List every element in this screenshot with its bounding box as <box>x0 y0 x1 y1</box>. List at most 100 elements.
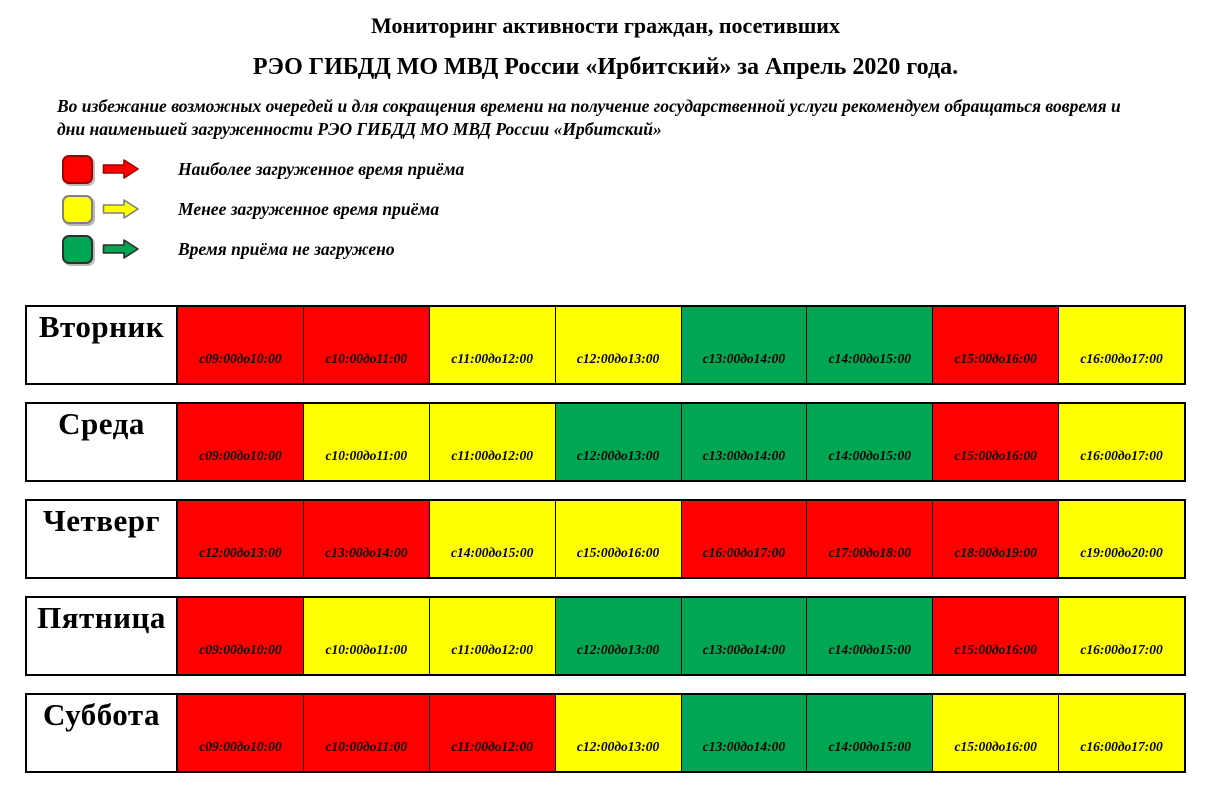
time-slot-label: с16:00до17:00 <box>702 545 786 561</box>
time-slot-label: с11:00до12:00 <box>451 739 534 755</box>
time-slot-label: с17:00до18:00 <box>828 545 912 561</box>
time-slot-label: с12:00до13:00 <box>576 448 660 464</box>
time-slot-cell: с16:00до17:00 <box>1058 695 1184 772</box>
time-slot-cell: с15:00до16:00 <box>932 598 1059 675</box>
time-slot-cell: с12:00до13:00 <box>554 404 681 481</box>
time-slot-cell: с14:00до15:00 <box>806 598 933 675</box>
time-slot-cell: с11:00до12:00 <box>428 598 555 675</box>
time-slot-label: с14:00до15:00 <box>828 642 912 658</box>
day-label: Вторник <box>27 307 178 384</box>
time-slot-label: с11:00до12:00 <box>451 642 534 658</box>
time-slot-label: с15:00до16:00 <box>576 545 660 561</box>
time-slot-label: с16:00до17:00 <box>1080 448 1163 464</box>
schedule-row: Вторник с09:00до10:00 с10:00до11:00 с11:00… <box>25 305 1186 386</box>
time-slot-cell: с16:00до17:00 <box>1058 307 1184 384</box>
time-slot-label: с09:00до10:00 <box>199 642 282 658</box>
time-slot-label: с13:00до14:00 <box>702 642 786 658</box>
time-slot-label: с10:00до11:00 <box>325 351 408 367</box>
time-slot-cell: с16:00до17:00 <box>1058 598 1184 675</box>
arrow-right-icon <box>102 159 139 179</box>
time-slot-label: с15:00до16:00 <box>954 642 1037 658</box>
time-slot-label: с14:00до15:00 <box>828 351 912 367</box>
time-slot-strip: с09:00до10:00 с10:00до11:00 с11:00до12:00 с… <box>178 695 1184 772</box>
time-slot-cell: с11:00до12:00 <box>428 695 555 772</box>
note-text: Во избежание возможных очередей и для со… <box>57 96 1121 140</box>
time-slot-label: с16:00до17:00 <box>1080 642 1163 658</box>
time-slot-cell: с12:00до13:00 <box>554 695 681 772</box>
time-slot-label: с12:00до13:00 <box>199 545 282 561</box>
legend-item-label: Наиболее загруженное время приёма <box>178 158 465 179</box>
time-slot-cell: с15:00до16:00 <box>932 695 1059 772</box>
time-slot-cell: с11:00до12:00 <box>428 307 555 384</box>
legend-swatch-busiest <box>62 154 93 184</box>
time-slot-label: с16:00до17:00 <box>1080 739 1163 755</box>
time-slot-label: с11:00до12:00 <box>451 448 534 464</box>
time-slot-cell: с15:00до16:00 <box>932 307 1059 384</box>
time-slot-cell: с10:00до11:00 <box>302 598 429 675</box>
schedule-row: Четверг с12:00до13:00 с13:00до14:00 с14:00… <box>25 499 1186 580</box>
time-slot-cell: с14:00до15:00 <box>806 307 933 384</box>
time-slot-label: с09:00до10:00 <box>199 448 282 464</box>
legend-item-label: Менее загруженное время приёма <box>178 198 440 219</box>
time-slot-label: с12:00до13:00 <box>576 739 660 755</box>
time-slot-label: с14:00до15:00 <box>828 448 912 464</box>
time-slot-cell: с09:00до10:00 <box>178 307 303 384</box>
time-slot-label: с10:00до11:00 <box>325 448 408 464</box>
day-label: Суббота <box>27 695 178 772</box>
page-header: Мониторинг активности граждан, посетивши… <box>0 0 1211 81</box>
time-slot-strip: с09:00до10:00 с10:00до11:00 с11:00до12:00 с… <box>178 404 1184 481</box>
time-slot-label: с15:00до16:00 <box>954 448 1037 464</box>
time-slot-cell: с12:00до13:00 <box>178 501 303 578</box>
time-slot-cell: с17:00до18:00 <box>806 501 933 578</box>
legend: Наиболее загруженное время приёма Менее … <box>62 154 1211 264</box>
day-label: Пятница <box>27 598 178 675</box>
legend-swatch-free <box>62 234 93 264</box>
time-slot-strip: с09:00до10:00 с10:00до11:00 с11:00до12:00 с… <box>178 598 1184 675</box>
arrow-right-icon <box>102 199 139 219</box>
time-slot-cell: с13:00до14:00 <box>302 501 429 578</box>
time-slot-cell: с13:00до14:00 <box>680 404 807 481</box>
time-slot-label: с14:00до15:00 <box>450 545 534 561</box>
time-slot-cell: с09:00до10:00 <box>178 598 303 675</box>
time-slot-cell: с16:00до17:00 <box>1058 404 1184 481</box>
schedule-row: Пятница с09:00до10:00 с10:00до11:00 с11:00… <box>25 596 1186 677</box>
legend-item-free: Время приёма не загружено <box>62 234 1211 264</box>
time-slot-label: с14:00до15:00 <box>828 739 912 755</box>
schedule-row: Среда с09:00до10:00 с10:00до11:00 с11:00до… <box>25 402 1186 483</box>
schedule-table: Вторник с09:00до10:00 с10:00до11:00 с11:00… <box>25 305 1186 774</box>
time-slot-cell: с09:00до10:00 <box>178 695 303 772</box>
arrow-right-icon <box>102 239 139 259</box>
time-slot-cell: с14:00до15:00 <box>806 404 933 481</box>
page-title-line1: Мониторинг активности граждан, посетивши… <box>371 13 840 38</box>
time-slot-label: с16:00до17:00 <box>1080 351 1163 367</box>
legend-item-label: Время приёма не загружено <box>178 238 395 259</box>
time-slot-label: с12:00до13:00 <box>576 642 660 658</box>
time-slot-label: с15:00до16:00 <box>954 351 1037 367</box>
time-slot-label: с10:00до11:00 <box>325 739 408 755</box>
time-slot-label: с18:00до19:00 <box>954 545 1037 561</box>
time-slot-strip: с12:00до13:00 с13:00до14:00 с14:00до15:00 с… <box>178 501 1184 578</box>
time-slot-cell: с14:00до15:00 <box>806 695 933 772</box>
legend-item-busiest: Наиболее загруженное время приёма <box>62 154 1211 184</box>
time-slot-cell: с10:00до11:00 <box>302 695 429 772</box>
time-slot-cell: с16:00до17:00 <box>680 501 807 578</box>
schedule-row: Суббота с09:00до10:00 с10:00до11:00 с11:00… <box>25 693 1186 774</box>
time-slot-label: с10:00до11:00 <box>325 642 408 658</box>
time-slot-cell: с13:00до14:00 <box>680 695 807 772</box>
time-slot-label: с11:00до12:00 <box>451 351 534 367</box>
time-slot-cell: с12:00до13:00 <box>554 598 681 675</box>
time-slot-cell: с10:00до11:00 <box>302 404 429 481</box>
time-slot-cell: с14:00до15:00 <box>428 501 555 578</box>
time-slot-label: с12:00до13:00 <box>576 351 660 367</box>
time-slot-label: с15:00до16:00 <box>954 739 1037 755</box>
time-slot-label: с09:00до10:00 <box>199 351 282 367</box>
time-slot-cell: с10:00до11:00 <box>302 307 429 384</box>
time-slot-cell: с11:00до12:00 <box>428 404 555 481</box>
legend-item-less-busy: Менее загруженное время приёма <box>62 194 1211 224</box>
time-slot-cell: с13:00до14:00 <box>680 307 807 384</box>
day-label: Четверг <box>27 501 178 578</box>
time-slot-cell: с12:00до13:00 <box>554 307 681 384</box>
time-slot-label: с13:00до14:00 <box>702 739 786 755</box>
time-slot-cell: с13:00до14:00 <box>680 598 807 675</box>
time-slot-strip: с09:00до10:00 с10:00до11:00 с11:00до12:00 с… <box>178 307 1184 384</box>
